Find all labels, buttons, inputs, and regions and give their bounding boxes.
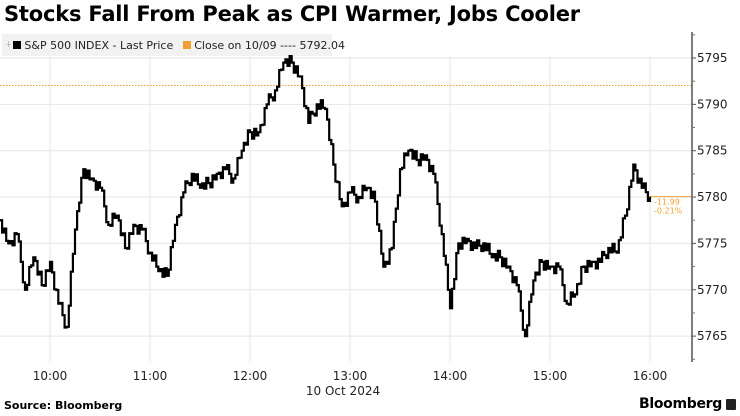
- legend-label-close: Close on 10/09 ---- 5792.04: [194, 38, 345, 52]
- svg-text:5765: 5765: [697, 329, 728, 343]
- sp500-price-line: [0, 55, 652, 338]
- svg-text:13:00: 13:00: [333, 369, 368, 383]
- svg-text:5770: 5770: [697, 283, 728, 297]
- legend-swatch-black: [13, 41, 22, 49]
- legend: ⍭ S&P 500 INDEX - Last Price Close on 10…: [2, 34, 345, 56]
- legend-label-sp500: S&P 500 INDEX - Last Price: [24, 38, 174, 52]
- svg-text:10:00: 10:00: [33, 369, 68, 383]
- source-note: Source: Bloomberg: [4, 399, 123, 412]
- svg-text:5795: 5795: [697, 51, 728, 65]
- legend-swatch-orange: [183, 41, 192, 49]
- gridlines: [0, 56, 692, 362]
- bloomberg-chart-icon: [726, 399, 736, 410]
- svg-text:12:00: 12:00: [233, 369, 268, 383]
- change-percent-label: -0.21%: [654, 207, 683, 216]
- change-value-label: -11.99: [654, 198, 680, 207]
- legend-item-sp500[interactable]: S&P 500 INDEX - Last Price: [13, 39, 173, 52]
- svg-text:11:00: 11:00: [133, 369, 168, 383]
- svg-text:5785: 5785: [697, 144, 728, 158]
- pin-icon: ⍭: [6, 40, 12, 50]
- legend-item-close[interactable]: Close on 10/09 ---- 5792.04: [183, 39, 345, 52]
- bloomberg-logo: Bloomberg: [638, 396, 722, 412]
- svg-text:15:00: 15:00: [533, 369, 568, 383]
- x-axis-date-label: 10 Oct 2024: [306, 384, 380, 398]
- svg-text:5780: 5780: [697, 190, 728, 204]
- x-axis: 10:00 11:00 12:00 13:00 14:00 15:00 16:00: [33, 369, 668, 383]
- y-axis: 5795 5790 5785 5780 5775 5770 5765: [691, 32, 728, 362]
- svg-text:5790: 5790: [697, 97, 728, 111]
- svg-text:16:00: 16:00: [633, 369, 668, 383]
- svg-text:14:00: 14:00: [433, 369, 468, 383]
- svg-text:5775: 5775: [697, 236, 728, 250]
- chart-title: Stocks Fall From Peak as CPI Warmer, Job…: [4, 2, 580, 26]
